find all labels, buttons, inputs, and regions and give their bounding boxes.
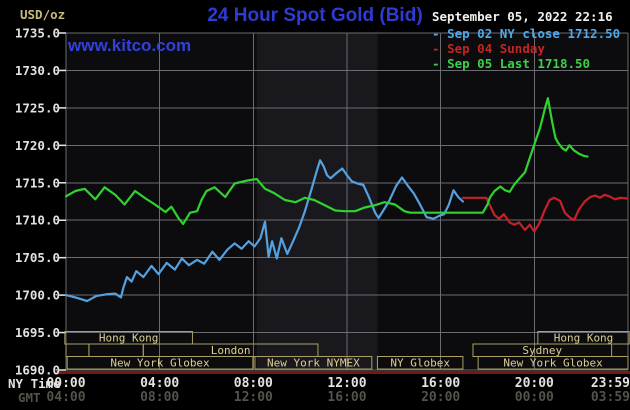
- session-label: NY Globex: [390, 357, 450, 370]
- x-tick-label-gmt: 08:00: [140, 390, 179, 405]
- legend-item-sep05: - Sep 05 Last 1718.50: [432, 56, 620, 71]
- gmt-axis-label: GMT: [18, 390, 41, 405]
- session-box: [254, 356, 373, 370]
- session-label: Hong Kong: [554, 332, 614, 345]
- y-tick-label: 1700.0: [15, 288, 60, 303]
- legend-dash: -: [432, 41, 448, 56]
- session-label: Hong Kong: [99, 332, 159, 345]
- legend-item-sep02: - Sep 02 NY close 1712.50: [432, 26, 620, 41]
- session-label: New York Globex: [110, 357, 210, 370]
- legend-dash: -: [432, 26, 448, 41]
- x-tick-label-gmt: 04:00: [46, 390, 85, 405]
- kitco-watermark-link[interactable]: www.kitco.com: [68, 36, 192, 55]
- x-tick-label-ny: 23:59: [591, 376, 630, 391]
- y-tick-label: 1730.0: [15, 63, 60, 78]
- x-tick-label-ny: 04:00: [140, 376, 179, 391]
- session-label: New York NYMEX: [267, 357, 360, 370]
- price-line-sep05: [64, 97, 589, 226]
- session-label: Sydney: [522, 344, 562, 357]
- y-tick-label: 1715.0: [15, 175, 60, 190]
- x-tick-label-gmt: 16:00: [327, 390, 366, 405]
- price-line-sep02: [64, 159, 464, 303]
- y-tick-label: 1710.0: [15, 213, 60, 228]
- y-tick-label: 1735.0: [15, 26, 60, 41]
- legend: - Sep 02 NY close 1712.50 - Sep 04 Sunda…: [432, 26, 620, 71]
- y-tick-label: 1695.0: [15, 325, 60, 340]
- x-tick-label-ny: 16:00: [421, 376, 460, 391]
- price-line-sep04: [461, 193, 629, 233]
- x-tick-label-ny: 12:00: [327, 376, 366, 391]
- y-tick-label: 1705.0: [15, 250, 60, 265]
- x-tick-label-ny: 08:00: [234, 376, 273, 391]
- timestamp: September 05, 2022 22:16: [432, 9, 613, 24]
- y-tick-label: 1720.0: [15, 138, 60, 153]
- y-tick-label: 1690.0: [15, 363, 60, 378]
- x-tick-label-ny: 20:00: [515, 376, 554, 391]
- legend-dash: -: [432, 56, 448, 71]
- x-tick-label-ny: 00:00: [46, 376, 85, 391]
- x-tick-label-gmt: 03:59: [591, 390, 630, 405]
- session-label: New York Globex: [503, 357, 603, 370]
- legend-label: Sep 05 Last 1718.50: [447, 56, 591, 71]
- x-tick-label-gmt: 12:00: [234, 390, 273, 405]
- y-tick-label: 1725.0: [15, 100, 60, 115]
- bottom-baseline: [56, 371, 630, 374]
- session-box: [376, 356, 464, 370]
- chart-title: 24 Hour Spot Gold (Bid): [207, 5, 423, 26]
- ny-time-axis-label: NY Time: [8, 376, 61, 391]
- session-label: London: [211, 344, 251, 357]
- unit-label: USD/oz: [20, 7, 66, 22]
- session-box: [477, 356, 629, 370]
- session-box: [66, 356, 254, 370]
- x-tick-label-gmt: 20:00: [421, 390, 460, 405]
- x-tick-label-gmt: 00:00: [515, 390, 554, 405]
- legend-item-sep04: - Sep 04 Sunday: [432, 41, 620, 56]
- legend-label: Sep 04 Sunday: [447, 41, 545, 56]
- legend-label: Sep 02 NY close 1712.50: [447, 26, 621, 41]
